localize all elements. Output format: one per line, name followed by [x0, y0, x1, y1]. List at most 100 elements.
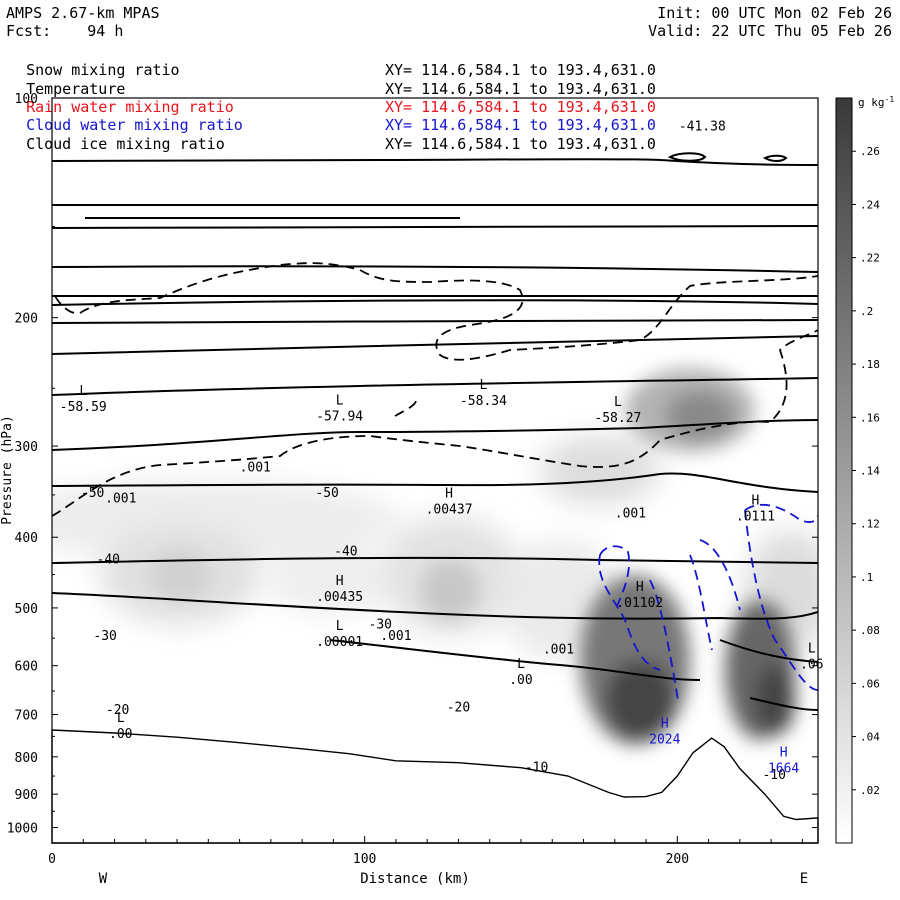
x-end-label-w: W: [99, 871, 108, 887]
temp-contour-upper-4: [52, 225, 818, 229]
water-contour-4: [699, 539, 741, 611]
cloud-water-symbol: H: [780, 746, 788, 761]
cloud-ice-contours: [52, 262, 818, 517]
colorbar-tick-label: .22: [860, 252, 880, 265]
temp-contour-lower-3: [719, 639, 818, 663]
ice-contour-upper: [54, 262, 818, 361]
water-contour-2: [599, 545, 630, 611]
extremum-value: -58.27: [594, 411, 641, 426]
extremum-value: .00: [109, 727, 132, 742]
temp-contour-lower-1: [52, 592, 818, 620]
extremum-value: .06: [800, 657, 823, 672]
plot-frame: [51, 97, 819, 844]
cloud-water-value: 2024: [649, 733, 680, 748]
colorbar-tick-label: .24: [860, 198, 880, 211]
x-tick-label: 0: [48, 852, 56, 867]
y-tick-label: 600: [15, 660, 38, 675]
x-tick-label: 200: [666, 852, 689, 867]
colorbar-scale: [835, 97, 853, 844]
extremum-value: .0111: [736, 510, 775, 525]
extremum-value: -57.94: [316, 410, 363, 425]
extremum-value: .01102: [616, 596, 663, 611]
temp-contour-label: -40: [97, 553, 120, 568]
y-tick-label: 800: [15, 751, 38, 766]
colorbar-tick-label: .08: [860, 624, 880, 637]
snow-shading: [52, 368, 818, 745]
temp-contour-label: -50: [81, 486, 104, 501]
valid-time: Valid: 22 UTC Thu 05 Feb 26: [648, 22, 892, 40]
temp-contour-upper-5: [52, 265, 818, 273]
extremum-symbol: H: [445, 487, 453, 502]
temp-contour-label: -20: [106, 703, 129, 718]
extremum-symbol: L: [336, 619, 344, 634]
field-name: Rain water mixing ratio: [26, 98, 234, 116]
forecast-hour: Fcst: 94 h: [6, 22, 123, 40]
water-contour-7: [689, 554, 713, 651]
init-time: Init: 00 UTC Mon 02 Feb 26: [657, 4, 892, 22]
colorbar-unit-text: g kg: [858, 96, 885, 109]
extremum-symbol: L: [517, 657, 525, 672]
temp-contour-label: -10: [762, 768, 785, 783]
cloud-water-symbol: H: [661, 717, 669, 732]
colorbar-tick-label: .18: [860, 358, 880, 371]
temp-contour-upper-6: [52, 299, 818, 306]
ice-contour-label: .001: [105, 492, 136, 507]
extremum-value: .00435: [316, 590, 363, 605]
colorbar: .02 .04 .06 .08 .1 .12 .14 .16 .18 .2 .22 .24 .26 g …: [835, 95, 894, 844]
temp-contour-label: -30: [369, 617, 392, 632]
temp-contour-label: -30: [93, 629, 116, 644]
forecast-value: 94 h: [87, 22, 124, 40]
temp-contour-label: -50: [315, 486, 338, 501]
y-tick-label: 700: [15, 709, 38, 724]
extremum-value: .00: [509, 673, 532, 688]
ice-contour-inner: [394, 397, 417, 417]
x-axis-title: Distance (km): [360, 871, 470, 887]
ice-contour-label: .001: [240, 461, 271, 476]
temp-contour-upper-7: [52, 319, 818, 324]
colorbar-tick-label: .1: [860, 571, 873, 584]
temp-contour-minus-10: [329, 639, 701, 681]
extremum-symbol: L: [117, 711, 125, 726]
colorbar-tick-label: .26: [860, 145, 880, 158]
field-row-cloud-water: Cloud water mixing ratio XY= 114.6,584.1 …: [8, 98, 656, 134]
extremum-value: .00437: [426, 503, 473, 518]
ice-contour-label: .001: [380, 629, 411, 644]
colorbar-unit: g kg-1: [858, 95, 894, 109]
terrain: [51, 729, 819, 844]
extremum-symbol: L: [614, 395, 622, 410]
colorbar-tick-label: .06: [860, 677, 880, 690]
extremum-symbol: L: [480, 378, 488, 393]
field-xy: XY= 114.6,584.1 to 193.4,631.0: [385, 135, 656, 153]
field-xy: XY= 114.6,584.1 to 193.4,631.0: [385, 116, 656, 134]
ice-contour-label: .001: [615, 507, 646, 522]
field-xy: XY= 114.6,584.1 to 193.4,631.0: [385, 80, 656, 98]
field-row-rain: Rain water mixing ratio XY= 114.6,584.1 t…: [8, 80, 656, 116]
cloud-water-value: 1664: [768, 762, 799, 777]
temp-contour-lower-2: [749, 697, 818, 711]
extremum-symbol: L: [336, 394, 344, 409]
temp-contour-label: -10: [525, 761, 548, 776]
y-tick-label: 500: [15, 602, 38, 617]
colorbar-tick-label: .04: [860, 731, 880, 744]
temp-contour-minus-30: [52, 419, 818, 451]
axes: 100 200 300 400 500 600 700 800 900 1000 0 100 200 Di…: [0, 92, 818, 887]
colorbar-tick-label: .2: [860, 305, 873, 318]
extremum-value: -58.34: [460, 394, 507, 409]
field-xy: XY= 114.6,584.1 to 193.4,631.0: [385, 98, 656, 116]
extremum-symbol: H: [636, 580, 644, 595]
colorbar-tick-label: .12: [860, 518, 880, 531]
colorbar-tick-label: .16: [860, 411, 880, 424]
y-tick-label: 200: [15, 312, 38, 327]
temp-contour-upper-1: [52, 158, 818, 166]
y-tick-label: 400: [15, 531, 38, 546]
extremum-symbol: H: [336, 574, 344, 589]
colorbar-unit-sup: -1: [885, 95, 895, 104]
extremum-value: .00001: [316, 635, 363, 650]
temp-contour-minus-40: [52, 335, 818, 355]
ice-contour-label: .001: [543, 642, 574, 657]
water-contour-1: [598, 554, 661, 671]
temp-contour-label: -40: [334, 544, 357, 559]
water-contour-3: [649, 579, 679, 701]
temp-contour-closed-1: [667, 152, 707, 162]
